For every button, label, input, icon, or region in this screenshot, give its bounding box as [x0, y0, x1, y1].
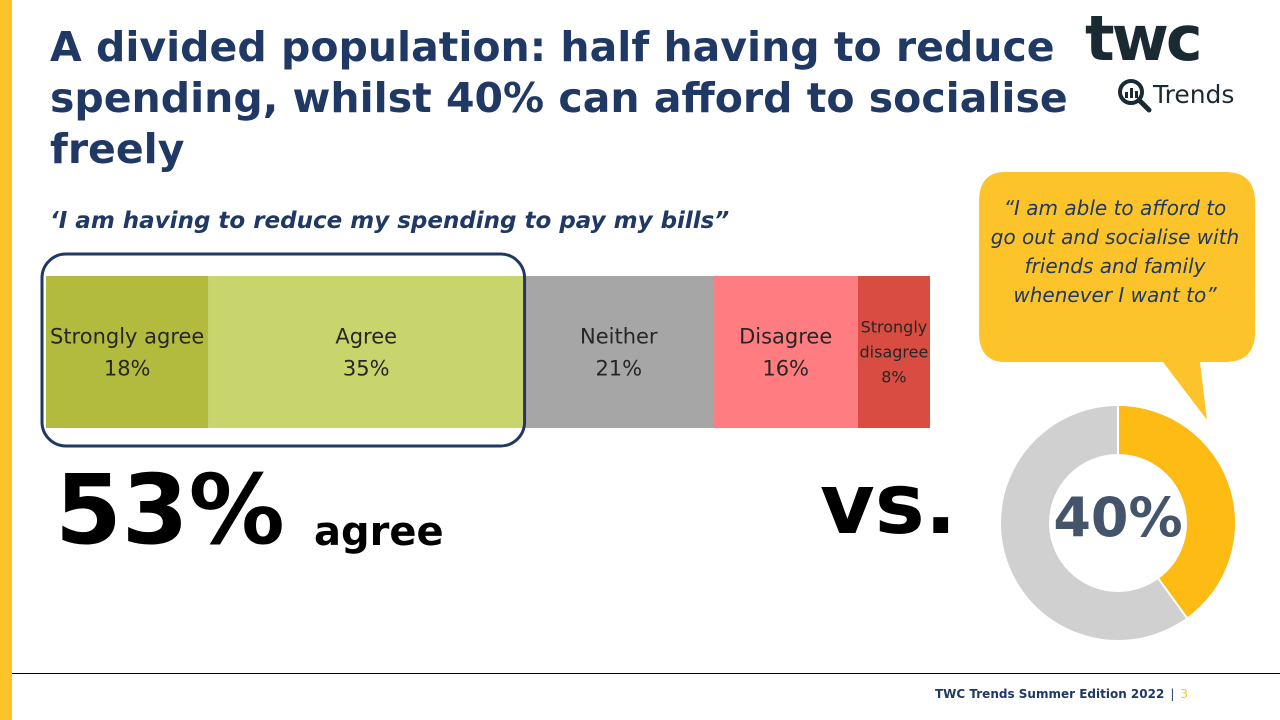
footer-text: TWC Trends Summer Edition 2022	[934, 687, 1165, 701]
big-agree-label: agree	[314, 509, 444, 555]
bar-segment-agree	[208, 276, 525, 428]
logo-subtitle: Trends	[1117, 78, 1234, 114]
donut-segment-afford	[1117, 406, 1235, 618]
afford-donut-chart	[1001, 406, 1235, 640]
bar-value-label-strongly-disagree: 8%	[881, 368, 906, 387]
footer: TWC Trends Summer Edition 2022 | 3	[935, 687, 1188, 701]
page-title: A divided population: half having to red…	[50, 23, 1068, 173]
bar-value-label-neither: 21%	[595, 356, 642, 380]
bar-segment-neither	[524, 276, 714, 428]
logo-wordmark: twc	[1085, 2, 1203, 75]
logo-subtitle-text: Trends	[1153, 80, 1235, 109]
left-quote: ‘I am having to reduce my spending to pa…	[50, 208, 730, 234]
bar-category-label-disagree: Disagree	[739, 324, 832, 348]
bar-segment-strongly-agree	[46, 276, 209, 428]
donut-divider-end	[1157, 578, 1188, 619]
bar-value-label-disagree: 16%	[762, 356, 809, 380]
agree-highlight-box	[40, 252, 527, 448]
bar-value-label-strongly-agree: 18%	[104, 356, 151, 380]
vs-text: vs.	[820, 455, 957, 553]
bar-category-label-agree: Agree	[335, 324, 397, 348]
twc-trends-logo: twc Trends	[1085, 8, 1260, 118]
bar-segment-disagree	[713, 276, 858, 428]
donut-center-label: 40%	[1053, 486, 1183, 549]
left-accent-bar	[0, 0, 12, 720]
big-agree-percentage: 53%	[55, 454, 285, 566]
magnifier-chart-icon	[1118, 79, 1152, 113]
right-quote: “I am able to afford to go out and socia…	[990, 196, 1240, 307]
footer-divider	[12, 673, 1280, 674]
speech-bubble	[979, 172, 1255, 420]
agreement-stacked-bar-chart: Strongly agree 18% Agree 35% Neither 21% Disag…	[40, 252, 930, 448]
bar-category-label-strongly-agree: Strongly agree	[50, 324, 204, 348]
bar-category-label-neither: Neither	[580, 324, 658, 348]
footer-separator: |	[1170, 687, 1175, 701]
bar-value-label-agree: 35%	[343, 356, 390, 380]
page-number: 3	[1180, 687, 1188, 701]
bar-category-label-strongly-disagree: Strongly	[861, 318, 928, 337]
bar-category-label-strongly-disagree: disagree	[860, 343, 929, 362]
bar-segment-strongly-disagree	[857, 276, 930, 428]
